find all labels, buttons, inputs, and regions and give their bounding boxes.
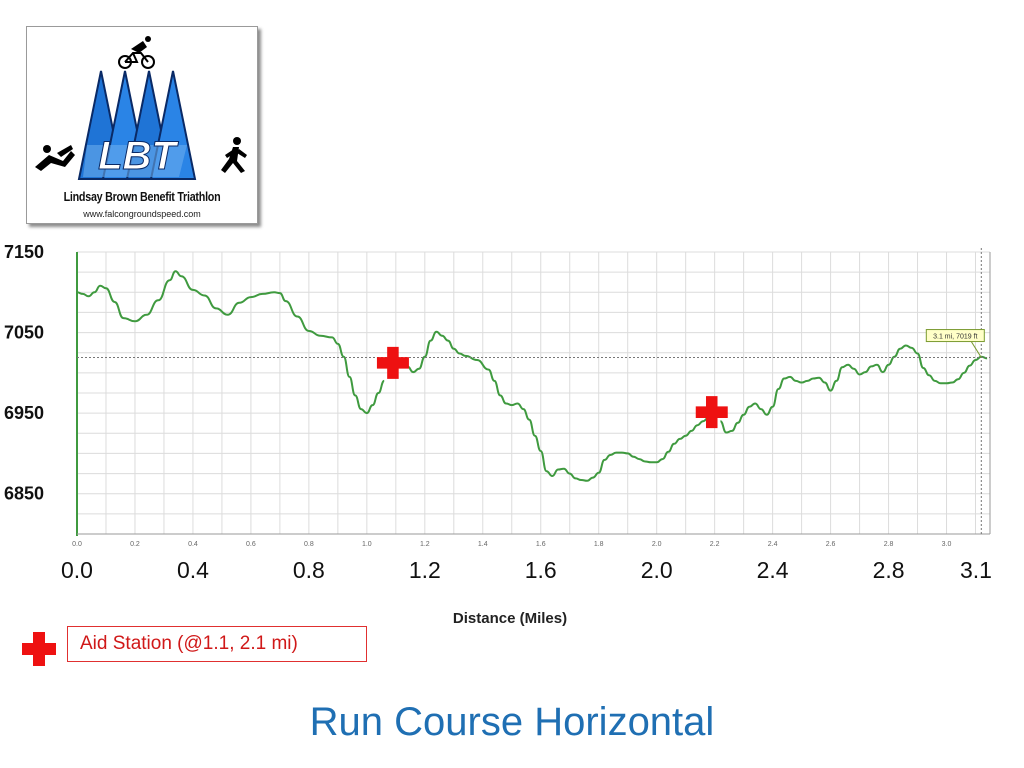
x-minor-tick-label: 3.0 <box>942 541 952 548</box>
x-minor-tick-label: 1.8 <box>594 541 604 548</box>
x-minor-tick-label: 1.4 <box>478 541 488 548</box>
reference-callout-pointer <box>970 341 982 358</box>
x-major-tick-label: 0.4 <box>177 557 209 583</box>
x-minor-tick-label: 2.4 <box>768 541 778 548</box>
cyclist-icon <box>118 36 155 69</box>
x-minor-tick-labels: 0.0 0.2 0.4 0.6 0.8 1.0 1.2 1.4 1.6 1.8 2.0 2.2 2.4 2… <box>72 541 951 548</box>
y-tick-label: 6950 <box>4 403 44 423</box>
x-minor-tick-label: 2.2 <box>710 541 720 548</box>
elevation-line-segment <box>395 330 710 482</box>
x-major-tick-label: 1.2 <box>409 557 441 583</box>
aid-station-markers <box>376 346 728 429</box>
y-tick-label: 6850 <box>4 484 44 504</box>
logo-letters: LBT <box>98 134 179 178</box>
logo-name: Lindsay Brown Benefit Triathlon <box>63 190 221 204</box>
x-minor-tick-label: 0.0 <box>72 541 82 548</box>
x-major-tick-label: 0.8 <box>293 557 325 583</box>
x-major-tick-labels: 0.0 0.4 0.8 1.2 1.6 2.0 2.4 2.8 3.1 <box>61 557 992 583</box>
x-major-tick-label: 2.8 <box>873 557 905 583</box>
y-tick-label: 7050 <box>4 323 44 343</box>
x-minor-tick-label: 0.4 <box>188 541 198 548</box>
runner-icon <box>221 137 247 173</box>
y-tick-labels: 7150 7050 6950 6850 <box>4 242 44 504</box>
x-minor-tick-label: 2.6 <box>826 541 836 548</box>
x-major-tick-label: 2.4 <box>757 557 789 583</box>
swimmer-icon <box>35 145 75 171</box>
x-major-tick-label: 3.1 <box>960 557 992 583</box>
y-tick-label: 7150 <box>4 242 44 262</box>
chart-axes <box>76 252 991 536</box>
elevation-series <box>76 270 988 482</box>
x-minor-tick-label: 2.0 <box>652 541 662 548</box>
x-minor-tick-label: 0.6 <box>246 541 256 548</box>
x-major-tick-label: 1.6 <box>525 557 557 583</box>
legend-aid-station: Aid Station (@1.1, 2.1 mi) <box>67 626 367 662</box>
aid-station-cross-icon <box>376 346 409 379</box>
x-minor-tick-label: 2.8 <box>884 541 894 548</box>
logo-url: www.falcongroundspeed.com <box>83 209 201 219</box>
x-minor-tick-label: 1.0 <box>362 541 372 548</box>
reference-callout-box <box>925 329 985 343</box>
aid-station-cross-icon <box>695 396 728 429</box>
lbt-logo-graphic: LBT <box>35 36 247 180</box>
mountain-peaks-icon <box>77 70 197 180</box>
x-major-tick-label: 0.0 <box>61 557 93 583</box>
slide-title: Run Course Horizontal <box>309 700 715 744</box>
reference-marker: 3.1 mi, 7019 ft <box>77 248 990 534</box>
elevation-line-segment <box>719 344 988 434</box>
x-minor-tick-label: 0.8 <box>304 541 314 548</box>
reference-callout-label: 3.1 mi, 7019 ft <box>933 334 977 341</box>
red-cross-icon <box>22 632 56 666</box>
lbt-logo: LBT Lindsay Brown Benefit Triathlon www.… <box>26 26 258 224</box>
chart-grid <box>76 251 990 535</box>
x-minor-tick-label: 0.2 <box>130 541 140 548</box>
x-minor-tick-label: 1.2 <box>420 541 430 548</box>
elevation-chart: 7150 7050 6950 6850 0.0 0.2 0.4 0.6 0.8 1.0 1.2 1.… <box>4 242 992 583</box>
x-minor-tick-label: 1.6 <box>536 541 546 548</box>
x-major-tick-label: 2.0 <box>641 557 673 583</box>
x-axis-label: Distance (Miles) <box>452 610 568 627</box>
elevation-line-segment <box>76 270 385 415</box>
